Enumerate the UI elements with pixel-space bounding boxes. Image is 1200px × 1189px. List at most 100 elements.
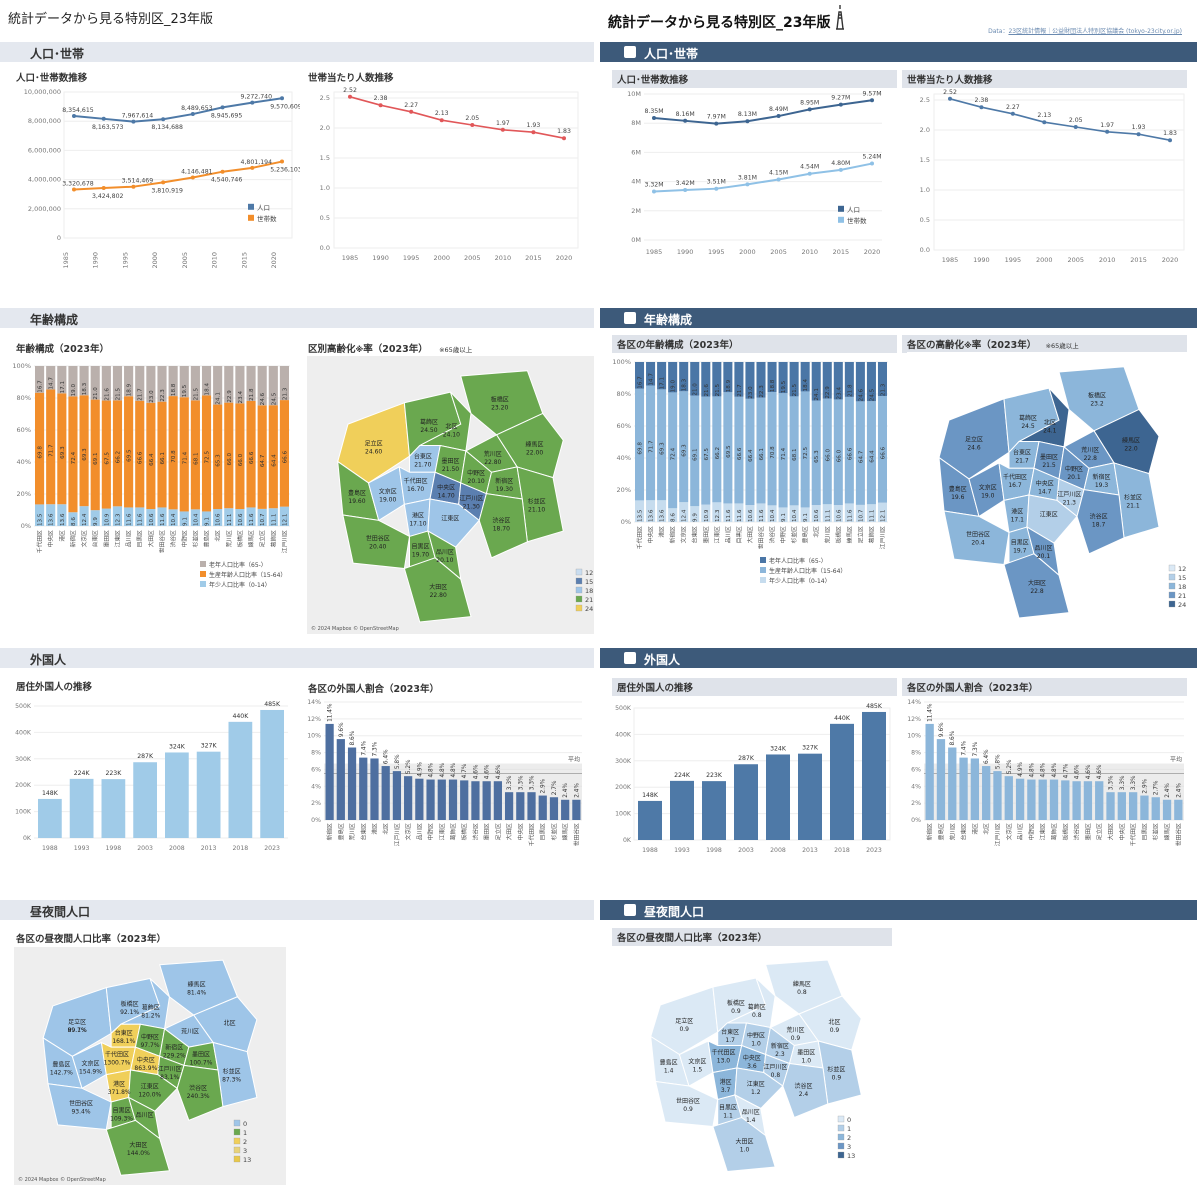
bar-segment[interactable] — [646, 362, 656, 386]
bar-segment[interactable] — [101, 366, 111, 401]
bar[interactable] — [1061, 780, 1070, 820]
bar-segment[interactable] — [877, 502, 887, 522]
bar-segment[interactable] — [135, 507, 145, 526]
bar-segment[interactable] — [734, 503, 744, 522]
bar-segment[interactable] — [257, 405, 267, 509]
bar[interactable] — [766, 754, 790, 840]
bar-segment[interactable] — [723, 392, 733, 504]
data-point[interactable] — [1168, 138, 1172, 143]
bar-segment[interactable] — [224, 402, 234, 509]
ward-region[interactable] — [176, 1064, 224, 1122]
bar-segment[interactable] — [745, 398, 755, 506]
bar[interactable] — [359, 757, 368, 820]
data-point[interactable] — [72, 187, 76, 192]
bar-segment[interactable] — [68, 396, 78, 513]
bar-segment[interactable] — [112, 400, 123, 507]
bar-segment[interactable] — [190, 400, 200, 510]
bar-segment[interactable] — [734, 396, 744, 504]
data-point[interactable] — [500, 127, 505, 132]
data-point[interactable] — [652, 116, 656, 121]
bar-segment[interactable] — [811, 362, 821, 401]
daynight-map[interactable]: 足立区0.9板橋区0.9葛飾区0.8練馬区0.8北区0.9荒川区0.9豊島区1.… — [620, 947, 888, 1181]
data-point[interactable] — [220, 169, 225, 174]
bar[interactable] — [448, 779, 458, 820]
bar[interactable] — [1038, 779, 1047, 820]
data-point[interactable] — [190, 112, 195, 117]
bar-segment[interactable] — [146, 509, 156, 526]
bar-segment[interactable] — [800, 391, 810, 508]
data-point[interactable] — [131, 184, 136, 189]
bar-segment[interactable] — [246, 507, 256, 526]
data-point[interactable] — [101, 185, 106, 190]
data-point[interactable] — [807, 171, 812, 176]
bar-segment[interactable] — [844, 362, 854, 397]
bar-segment[interactable] — [679, 502, 689, 522]
bar-segment[interactable] — [668, 508, 678, 522]
data-point[interactable] — [776, 177, 781, 182]
bar[interactable] — [936, 739, 946, 820]
data-point[interactable] — [948, 96, 952, 101]
bar-segment[interactable] — [855, 504, 865, 522]
ward-region[interactable] — [943, 510, 1010, 566]
ward-region[interactable] — [654, 1080, 719, 1128]
bar-segment[interactable] — [235, 403, 245, 510]
bar[interactable] — [1162, 799, 1172, 820]
bar-segment[interactable] — [168, 509, 178, 526]
data-point[interactable] — [1105, 129, 1110, 134]
bar-segment[interactable] — [201, 366, 212, 396]
data-point[interactable] — [161, 117, 166, 122]
bar-segment[interactable] — [157, 401, 167, 508]
data-point[interactable] — [101, 116, 106, 121]
data-point[interactable] — [838, 102, 843, 107]
bar-segment[interactable] — [190, 509, 200, 526]
bar[interactable] — [1083, 781, 1093, 820]
bar-segment[interactable] — [146, 366, 156, 403]
bar[interactable] — [38, 798, 62, 838]
bar-segment[interactable] — [57, 504, 67, 526]
bar-segment[interactable] — [756, 503, 766, 522]
ward-region[interactable] — [712, 1116, 776, 1173]
bar-segment[interactable] — [79, 366, 89, 396]
bar-segment[interactable] — [35, 366, 45, 393]
bar[interactable] — [260, 709, 284, 838]
bar-segment[interactable] — [855, 401, 865, 505]
data-point[interactable] — [1010, 111, 1015, 116]
bar[interactable] — [381, 766, 390, 820]
bar-segment[interactable] — [866, 504, 876, 522]
data-point[interactable] — [870, 161, 874, 166]
bar-segment[interactable] — [833, 362, 843, 400]
data-point[interactable] — [280, 96, 284, 101]
bar[interactable] — [993, 771, 1002, 820]
bar-segment[interactable] — [235, 366, 245, 404]
bar[interactable] — [426, 779, 435, 820]
bar-segment[interactable] — [224, 366, 234, 403]
bar-segment[interactable] — [90, 366, 100, 400]
bar[interactable] — [471, 781, 480, 820]
bar[interactable] — [325, 723, 334, 820]
bar[interactable] — [670, 780, 694, 840]
bar[interactable] — [347, 747, 357, 820]
bar-segment[interactable] — [668, 392, 678, 509]
bar[interactable] — [830, 723, 854, 840]
bar-segment[interactable] — [112, 506, 123, 526]
bar[interactable] — [948, 747, 957, 820]
bar-segment[interactable] — [800, 362, 810, 392]
data-point[interactable] — [409, 109, 414, 114]
bar-segment[interactable] — [690, 506, 700, 522]
bar-segment[interactable] — [46, 389, 56, 505]
ward-region[interactable] — [1076, 489, 1125, 555]
bar-segment[interactable] — [90, 399, 100, 511]
bar-segment[interactable] — [844, 503, 854, 522]
data-point[interactable] — [250, 165, 255, 170]
ward-region[interactable] — [516, 466, 564, 543]
bar[interactable] — [1106, 792, 1115, 820]
bar[interactable] — [527, 792, 536, 820]
bar[interactable] — [504, 792, 514, 820]
bar-segment[interactable] — [822, 504, 832, 522]
data-point[interactable] — [161, 180, 166, 185]
bar-segment[interactable] — [657, 362, 667, 390]
data-point[interactable] — [807, 107, 812, 112]
bar-segment[interactable] — [811, 400, 821, 506]
bar-segment[interactable] — [46, 366, 56, 390]
